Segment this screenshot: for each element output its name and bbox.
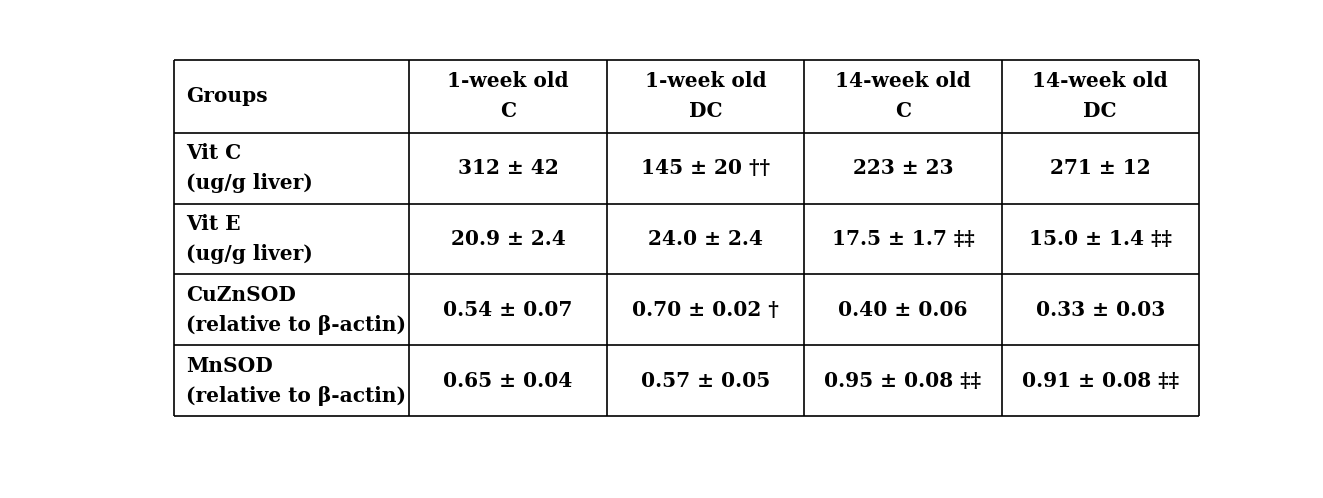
Text: 0.70 ± 0.02 †: 0.70 ± 0.02 † — [632, 300, 779, 320]
Text: 1-week old
C: 1-week old C — [447, 71, 569, 121]
Text: 1-week old
DC: 1-week old DC — [644, 71, 766, 121]
Text: 14-week old
DC: 14-week old DC — [1032, 71, 1168, 121]
Text: 271 ± 12: 271 ± 12 — [1050, 158, 1151, 178]
Text: 0.40 ± 0.06: 0.40 ± 0.06 — [837, 300, 967, 320]
Text: 0.65 ± 0.04: 0.65 ± 0.04 — [443, 371, 573, 391]
Text: 24.0 ± 2.4: 24.0 ± 2.4 — [648, 229, 763, 249]
Text: 14-week old
C: 14-week old C — [835, 71, 971, 121]
Text: Vit C
(ug/g liver): Vit C (ug/g liver) — [185, 143, 312, 193]
Text: 312 ± 42: 312 ± 42 — [458, 158, 558, 178]
Text: MnSOD
(relative to β-actin): MnSOD (relative to β-actin) — [185, 356, 406, 406]
Text: 15.0 ± 1.4 ‡‡: 15.0 ± 1.4 ‡‡ — [1029, 229, 1172, 249]
Text: 0.54 ± 0.07: 0.54 ± 0.07 — [443, 300, 573, 320]
Text: 0.91 ± 0.08 ‡‡: 0.91 ± 0.08 ‡‡ — [1021, 371, 1179, 391]
Text: 223 ± 23: 223 ± 23 — [852, 158, 953, 178]
Text: 0.95 ± 0.08 ‡‡: 0.95 ± 0.08 ‡‡ — [824, 371, 982, 391]
Text: 20.9 ± 2.4: 20.9 ± 2.4 — [451, 229, 565, 249]
Text: Groups: Groups — [185, 86, 267, 106]
Text: CuZnSOD
(relative to β-actin): CuZnSOD (relative to β-actin) — [185, 285, 406, 335]
Text: 145 ± 20 ††: 145 ± 20 †† — [640, 158, 770, 178]
Text: 0.57 ± 0.05: 0.57 ± 0.05 — [640, 371, 770, 391]
Text: 17.5 ± 1.7 ‡‡: 17.5 ± 1.7 ‡‡ — [832, 229, 974, 249]
Text: 0.33 ± 0.03: 0.33 ± 0.03 — [1036, 300, 1164, 320]
Text: Vit E
(ug/g liver): Vit E (ug/g liver) — [185, 214, 312, 264]
